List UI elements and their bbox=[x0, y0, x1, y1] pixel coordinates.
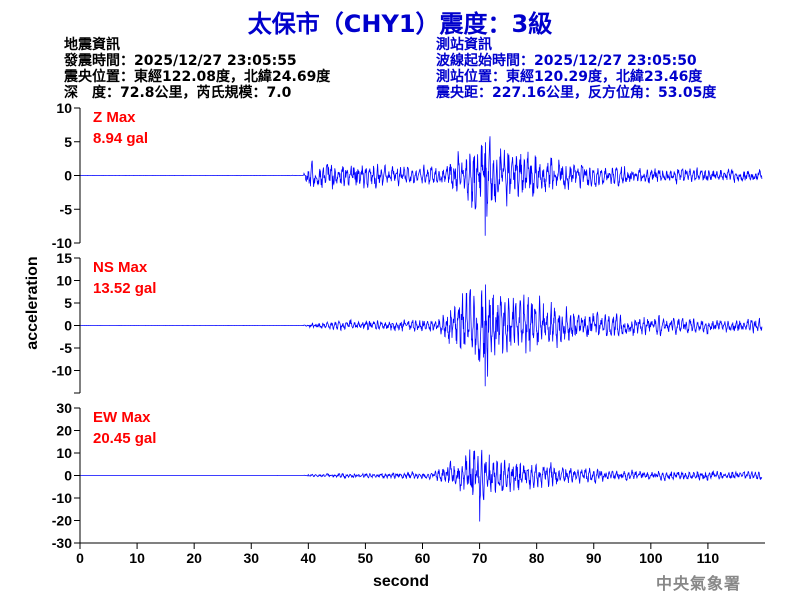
y-tick-label: 10 bbox=[56, 445, 72, 461]
y-tick-label: -10 bbox=[52, 490, 72, 506]
y-tick-label: 15 bbox=[56, 250, 72, 266]
panel-max-value: 20.45 gal bbox=[93, 430, 156, 447]
panel-ns bbox=[74, 257, 763, 394]
x-tick-label: 50 bbox=[358, 550, 374, 566]
station-info: 測站資訊 波線起始時間：2025/12/27 23:05:50 測站位置：東經1… bbox=[436, 37, 716, 101]
waveform-trace bbox=[80, 136, 763, 236]
y-axis-label: acceleration bbox=[24, 256, 41, 349]
x-tick-label: 30 bbox=[243, 550, 259, 566]
panel-max-title: NS Max bbox=[93, 259, 148, 276]
origin-time: 發震時間：2025/12/27 23:05:55 bbox=[64, 53, 297, 69]
panel-max-title: Z Max bbox=[93, 109, 136, 126]
epicentral-distance: 震央距：227.16公里，反方位角：53.05度 bbox=[436, 85, 717, 101]
x-tick-label: 80 bbox=[529, 550, 545, 566]
y-tick-label: -20 bbox=[52, 513, 72, 529]
y-tick-label: 20 bbox=[56, 423, 72, 439]
chart-title: 太保市（CHY1）震度：3級 bbox=[247, 10, 553, 38]
y-tick-label: -5 bbox=[60, 201, 73, 217]
waveform-trace bbox=[80, 284, 763, 387]
x-axis-label: second bbox=[373, 573, 429, 590]
y-tick-label: 0 bbox=[64, 468, 72, 484]
y-tick-label: 0 bbox=[64, 168, 72, 184]
panel-max-value: 8.94 gal bbox=[93, 130, 148, 147]
y-tick-label: 5 bbox=[64, 295, 72, 311]
x-tick-label: 60 bbox=[415, 550, 431, 566]
y-tick-label: 5 bbox=[64, 134, 72, 150]
y-tick-label: -10 bbox=[52, 363, 72, 379]
panel-max-title: EW Max bbox=[93, 409, 151, 426]
y-tick-label: 30 bbox=[56, 400, 72, 416]
earthquake-info: 地震資訊 發震時間：2025/12/27 23:05:55 震央位置：東經122… bbox=[64, 37, 330, 101]
station-location: 測站位置：東經120.29度，北緯23.46度 bbox=[436, 69, 703, 85]
x-tick-label: 70 bbox=[472, 550, 488, 566]
depth-magnitude: 深 度：72.8公里，芮氏規模：7.0 bbox=[64, 85, 292, 101]
x-tick-label: 0 bbox=[76, 550, 84, 566]
y-tick-label: 0 bbox=[64, 318, 72, 334]
station-info-heading: 測站資訊 bbox=[436, 37, 492, 53]
x-tick-label: 10 bbox=[129, 550, 145, 566]
waveform-trace bbox=[80, 449, 763, 522]
y-tick-label: 10 bbox=[56, 100, 72, 116]
x-tick-label: 90 bbox=[586, 550, 602, 566]
panel-ew bbox=[74, 407, 763, 544]
y-tick-label: -5 bbox=[60, 340, 73, 356]
x-tick-label: 100 bbox=[639, 550, 663, 566]
y-tick-label: 10 bbox=[56, 273, 72, 289]
panel-z bbox=[74, 107, 763, 244]
y-tick-label: -30 bbox=[52, 535, 72, 551]
y-tick-label: -10 bbox=[52, 235, 72, 251]
x-tick-label: 20 bbox=[186, 550, 202, 566]
panel-max-value: 13.52 gal bbox=[93, 280, 156, 297]
x-tick-label: 40 bbox=[301, 550, 317, 566]
cwa-watermark: 中央氣象署 bbox=[656, 574, 742, 593]
earthquake-info-heading: 地震資訊 bbox=[64, 37, 120, 53]
x-tick-label: 110 bbox=[697, 550, 720, 566]
epicenter-location: 震央位置：東經122.08度，北緯24.69度 bbox=[64, 69, 331, 85]
wave-start-time: 波線起始時間：2025/12/27 23:05:50 bbox=[436, 53, 697, 69]
